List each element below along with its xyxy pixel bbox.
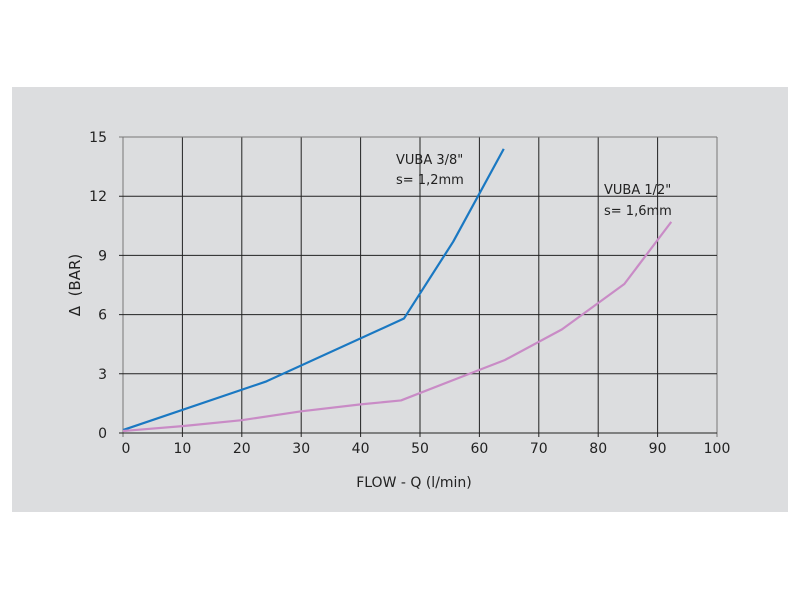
x-tick-label: 30 xyxy=(292,441,310,457)
x-tick-label: 80 xyxy=(589,441,607,457)
y-tick-label: 15 xyxy=(89,130,107,146)
grid xyxy=(119,136,718,437)
x-tick-label: 50 xyxy=(411,441,429,457)
y-tick-label: 12 xyxy=(89,189,107,205)
x-axis-label: FLOW - Q (l/min) xyxy=(356,475,472,491)
series-label-vuba-3-8: VUBA 3/8" xyxy=(396,153,463,168)
x-tick-label: 20 xyxy=(233,441,251,457)
chart-panel xyxy=(12,87,788,512)
y-tick-label: 9 xyxy=(98,248,107,264)
x-tick-label: 10 xyxy=(173,441,191,457)
y-tick-label: 3 xyxy=(98,367,107,383)
series-label-vuba-1-2: VUBA 1/2" xyxy=(604,183,671,198)
series-annotation-vuba-1-2: s= 1,6mm xyxy=(604,204,672,219)
y-tick-label: 0 xyxy=(98,426,107,442)
series-line-0 xyxy=(122,148,505,432)
x-tick-label: 60 xyxy=(470,441,488,457)
x-tick-label: 70 xyxy=(530,441,548,457)
x-tick-label: 100 xyxy=(704,441,731,457)
y-axis-label: Δ (BAR) xyxy=(66,254,84,316)
y-tick-label: 6 xyxy=(98,308,107,324)
series-annotation-vuba-3-8: s= 1,2mm xyxy=(396,173,464,188)
x-tick-label: 90 xyxy=(649,441,667,457)
x-tick-label: 0 xyxy=(122,441,131,457)
tick-labels: 0 10 20 30 40 50 60 70 80 90 100 0 3 6 9 12 15 xyxy=(89,130,730,457)
series-lines xyxy=(122,148,673,433)
series-line-1 xyxy=(122,221,673,433)
x-tick-label: 40 xyxy=(352,441,370,457)
